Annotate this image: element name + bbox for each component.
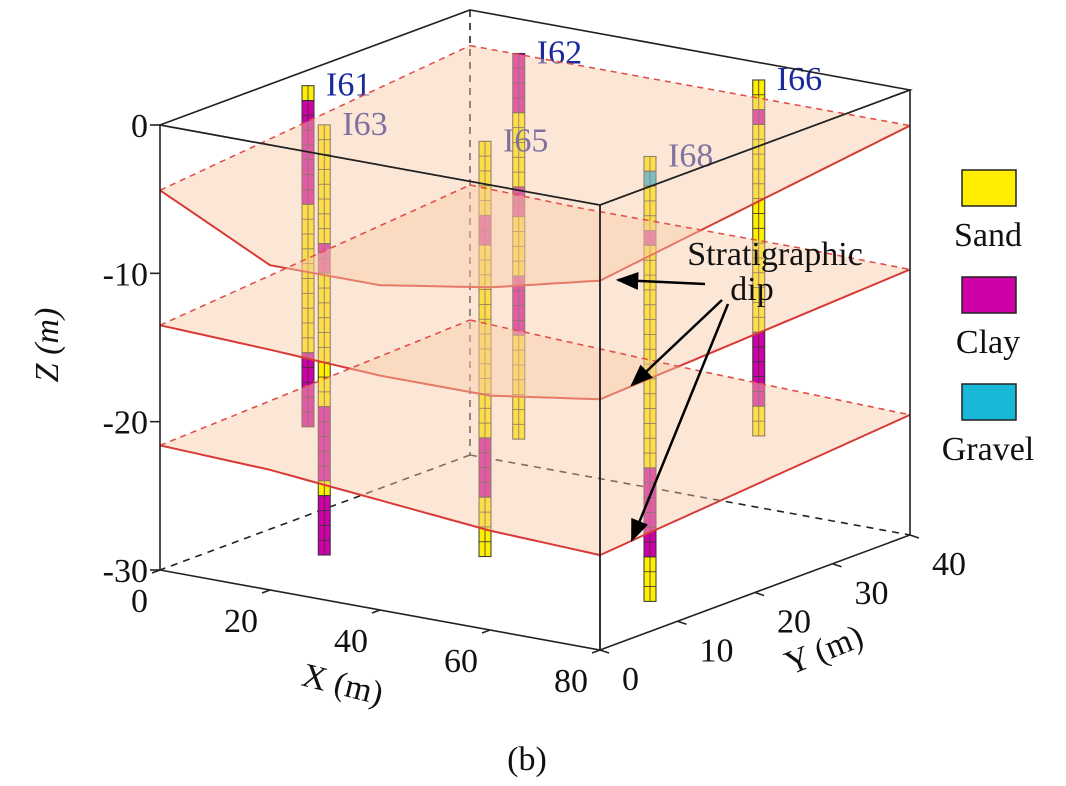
- back-layer: [159, 10, 911, 571]
- z-tick-label: -20: [103, 405, 148, 442]
- borehole-label: I65: [503, 122, 548, 159]
- arrow: [630, 303, 730, 543]
- x-tick-label: 0: [131, 583, 148, 620]
- legend-label: Gravel: [942, 431, 1035, 468]
- arrow: [630, 299, 723, 387]
- annotation: Stratigraphic: [687, 236, 863, 273]
- borehole-label: I68: [668, 137, 713, 174]
- z-tick-label: -30: [103, 553, 148, 590]
- borehole: I68: [643, 137, 713, 602]
- surfaces: [159, 44, 911, 557]
- y-tick: [909, 534, 920, 539]
- x-tick: [261, 589, 271, 594]
- x-tick: [151, 569, 161, 574]
- legend: Sand Clay Gravel: [942, 169, 1035, 468]
- z-axis-label: Z (m): [29, 308, 66, 383]
- borehole-label: I61: [326, 67, 371, 104]
- x-tick: [591, 649, 601, 654]
- y-tick-label: 20: [777, 604, 811, 641]
- annotation: dip: [730, 271, 773, 308]
- borehole-label: I62: [537, 34, 582, 71]
- hidden-edge: [159, 454, 471, 571]
- x-tick-label: 20: [224, 603, 258, 640]
- borehole: I62: [512, 34, 582, 440]
- x-tick-label: 80: [554, 663, 588, 700]
- surface-front-edge: [159, 324, 601, 401]
- surface: [160, 320, 910, 556]
- borehole: I65: [478, 122, 548, 558]
- annotation-arrows: [615, 271, 730, 543]
- legend-label: Sand: [954, 217, 1022, 254]
- surface-back-edge: [469, 184, 911, 271]
- x-axis-label: X (m): [298, 657, 387, 713]
- y-tick-label: 30: [855, 575, 889, 612]
- y-tick: [754, 591, 765, 597]
- x-tick: [371, 609, 381, 614]
- x-tick-label: 60: [444, 643, 478, 680]
- surface: [160, 185, 910, 400]
- y-tick: [832, 562, 842, 568]
- surface-front-edge: [159, 189, 601, 289]
- y-tick-label: 0: [622, 661, 639, 698]
- borehole-label: I63: [342, 106, 387, 143]
- borehole: I66: [752, 61, 822, 437]
- surface-right-edge: [599, 124, 911, 282]
- z-tick-label: 0: [131, 108, 148, 145]
- x-tick-label: 40: [334, 623, 368, 660]
- surface-right-edge: [599, 413, 911, 557]
- surface-front-edge: [159, 444, 601, 557]
- y-tick-label: 10: [700, 632, 734, 669]
- caption: (b): [507, 741, 547, 778]
- legend-swatch: [961, 383, 1017, 421]
- arrow: [615, 271, 706, 290]
- y-tick: [599, 649, 610, 654]
- legend-swatch: [961, 169, 1017, 207]
- surface-left-edge: [159, 184, 471, 327]
- surface: [160, 45, 910, 288]
- x-tick: [481, 629, 491, 634]
- z-tick-label: -10: [103, 256, 148, 293]
- y-tick: [677, 620, 687, 626]
- surface-back-edge: [469, 319, 911, 416]
- surface-left-edge: [159, 319, 471, 447]
- surface-left-edge: [159, 44, 471, 192]
- legend-swatch: [961, 276, 1017, 314]
- legend-label: Clay: [956, 324, 1020, 361]
- y-tick-label: 40: [932, 546, 966, 583]
- surface-back-edge: [469, 44, 911, 127]
- hidden-edge: [469, 454, 911, 536]
